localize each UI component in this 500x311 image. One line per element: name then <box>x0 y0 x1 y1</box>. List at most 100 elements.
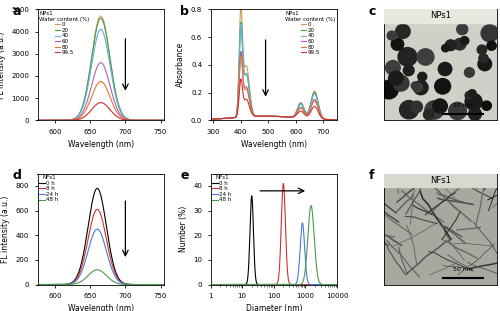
Legend: 0 h, 8 h, 24 h, 48 h: 0 h, 8 h, 24 h, 48 h <box>212 175 232 203</box>
0 <box>98 14 103 18</box>
Text: e: e <box>180 169 188 182</box>
0 h <box>214 283 220 286</box>
99.5 <box>208 118 214 121</box>
40 <box>130 118 136 122</box>
Y-axis label: Number (%): Number (%) <box>178 206 188 252</box>
X-axis label: Wavelength (nm): Wavelength (nm) <box>241 140 307 149</box>
99.5 <box>334 118 340 122</box>
60 <box>110 92 116 96</box>
60 <box>208 118 214 121</box>
Circle shape <box>464 67 474 77</box>
0 <box>110 71 116 75</box>
Line: 20: 20 <box>38 18 164 120</box>
0 h <box>110 258 116 262</box>
Line: 48 h: 48 h <box>38 270 164 285</box>
X-axis label: Diameter (nm): Diameter (nm) <box>246 304 302 311</box>
0 h <box>92 190 98 194</box>
Circle shape <box>448 102 466 120</box>
Line: 80: 80 <box>210 56 337 120</box>
80 <box>298 106 304 110</box>
Line: 24 h: 24 h <box>38 229 164 285</box>
48 h <box>330 283 336 286</box>
8 h <box>34 283 40 286</box>
0 <box>238 4 244 7</box>
Line: 20: 20 <box>210 22 337 120</box>
20 <box>92 36 98 40</box>
99.5 <box>240 95 246 99</box>
20 <box>334 118 340 122</box>
99.5 <box>161 118 167 122</box>
0 h <box>248 194 254 198</box>
40 <box>240 67 246 71</box>
Circle shape <box>468 90 476 97</box>
20 <box>57 118 63 122</box>
99.5 <box>303 114 309 118</box>
60 <box>67 118 73 122</box>
80 <box>34 118 40 122</box>
Circle shape <box>418 72 426 81</box>
Text: b: b <box>180 5 189 18</box>
0 <box>34 118 40 122</box>
0 <box>57 118 63 122</box>
80 <box>92 87 98 91</box>
0 <box>240 57 246 61</box>
99.5 <box>238 77 244 81</box>
8 h <box>130 283 136 286</box>
80 <box>130 118 136 122</box>
Text: 50 nm: 50 nm <box>453 103 472 108</box>
Line: 40: 40 <box>38 29 164 120</box>
99.5 <box>130 118 136 122</box>
X-axis label: Wavelength (nm): Wavelength (nm) <box>68 140 134 149</box>
8 h <box>208 283 214 286</box>
48 h <box>161 283 167 286</box>
8 h <box>266 283 272 286</box>
40 <box>34 118 40 122</box>
20 <box>98 16 103 20</box>
8 h <box>214 283 220 286</box>
24 h <box>330 283 336 286</box>
20 <box>208 118 214 121</box>
20 <box>67 118 73 122</box>
Circle shape <box>477 45 486 54</box>
24 h <box>130 283 136 286</box>
Circle shape <box>465 91 473 99</box>
Line: 0 h: 0 h <box>38 188 164 285</box>
Line: 48 h: 48 h <box>210 206 337 285</box>
20 <box>161 118 167 122</box>
24 h <box>308 283 314 286</box>
Line: 8 h: 8 h <box>210 183 337 285</box>
80 <box>334 118 340 122</box>
Circle shape <box>438 63 452 76</box>
60 <box>98 61 103 64</box>
Line: 0 h: 0 h <box>210 196 337 285</box>
Bar <box>384 9 498 23</box>
Circle shape <box>386 61 400 75</box>
8 h <box>330 283 336 286</box>
X-axis label: Wavelength (nm): Wavelength (nm) <box>68 304 134 311</box>
40 <box>262 114 268 118</box>
99.5 <box>222 117 228 120</box>
40 <box>222 117 228 120</box>
Line: 0: 0 <box>210 6 337 120</box>
40 <box>98 27 103 31</box>
Text: c: c <box>369 5 376 18</box>
0 <box>161 118 167 122</box>
8 h <box>308 283 314 286</box>
48 h <box>130 283 136 286</box>
48 h <box>307 207 313 210</box>
0 <box>67 118 73 122</box>
0 h <box>57 283 63 286</box>
20 <box>34 118 40 122</box>
Circle shape <box>396 24 410 38</box>
48 h <box>34 283 40 286</box>
24 h <box>330 283 336 286</box>
60 <box>34 118 40 122</box>
8 h <box>280 182 286 185</box>
60 <box>119 115 125 118</box>
Circle shape <box>414 81 428 95</box>
Line: 80: 80 <box>38 81 164 120</box>
48 h <box>269 283 275 286</box>
Circle shape <box>410 101 422 113</box>
0 h <box>316 283 322 286</box>
48 h <box>334 283 340 286</box>
